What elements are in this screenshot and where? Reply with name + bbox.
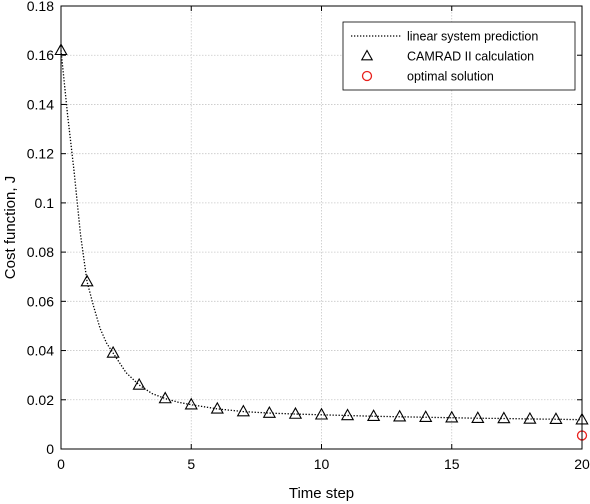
prediction-line: [60, 50, 583, 421]
camrad-point: [210, 401, 224, 414]
legend-triangle-swatch: [360, 49, 374, 61]
camrad-point: [419, 410, 433, 423]
y-tick-label: 0.1: [35, 195, 55, 211]
series-triangle-markers: [54, 43, 589, 425]
x-tick-label: 15: [444, 456, 460, 472]
legend-entry-label: optimal solution: [407, 70, 494, 84]
y-tick-label: 0.18: [27, 0, 54, 14]
y-tick-label: 0.12: [27, 146, 54, 162]
y-tick-label: 0: [46, 441, 54, 457]
camrad-point: [549, 412, 563, 424]
camrad-point: [314, 407, 329, 420]
series-layer: [54, 43, 589, 441]
x-tick-label: 20: [574, 456, 590, 472]
camrad-point: [236, 404, 250, 417]
y-axis-ticks: 0 0.02 0.04 0.06 0.08 0.1 0.12 0.14 0.16 0.18: [27, 0, 582, 457]
x-tick-label: 10: [314, 456, 330, 472]
camrad-point: [340, 408, 355, 421]
camrad-point: [445, 410, 459, 423]
legend-entry-label: linear system prediction: [407, 30, 538, 44]
camrad-point: [262, 405, 277, 418]
camrad-point: [393, 409, 407, 422]
camrad-point: [132, 377, 146, 390]
series-dotted-line: [60, 50, 583, 421]
legend: linear system prediction CAMRAD II calcul…: [342, 21, 576, 91]
y-tick-label: 0.02: [27, 392, 54, 408]
y-axis-label: Cost function, J: [2, 176, 19, 279]
camrad-point: [80, 274, 94, 287]
legend-entry-label: CAMRAD II calculation: [407, 50, 534, 64]
camrad-point: [184, 397, 198, 410]
grid-lines: [61, 6, 582, 449]
y-tick-label: 0.16: [27, 47, 54, 63]
camrad-point: [523, 411, 537, 424]
camrad-point: [366, 409, 381, 422]
camrad-point: [106, 345, 120, 358]
x-axis-label: Time step: [289, 485, 354, 502]
camrad-point: [497, 411, 511, 424]
y-tick-label: 0.08: [27, 244, 54, 260]
legend-box: [342, 21, 576, 91]
x-axis-ticks: 0 5 10 15 20: [57, 6, 590, 472]
x-tick-label: 0: [57, 456, 65, 472]
camrad-point: [471, 411, 485, 423]
y-tick-label: 0.14: [27, 96, 54, 112]
legend-circle-swatch: [361, 70, 373, 82]
camrad-point: [158, 391, 172, 404]
y-tick-label: 0.04: [27, 343, 54, 359]
y-tick-label: 0.06: [27, 293, 54, 309]
x-tick-label: 5: [187, 456, 195, 472]
camrad-point: [288, 406, 303, 419]
